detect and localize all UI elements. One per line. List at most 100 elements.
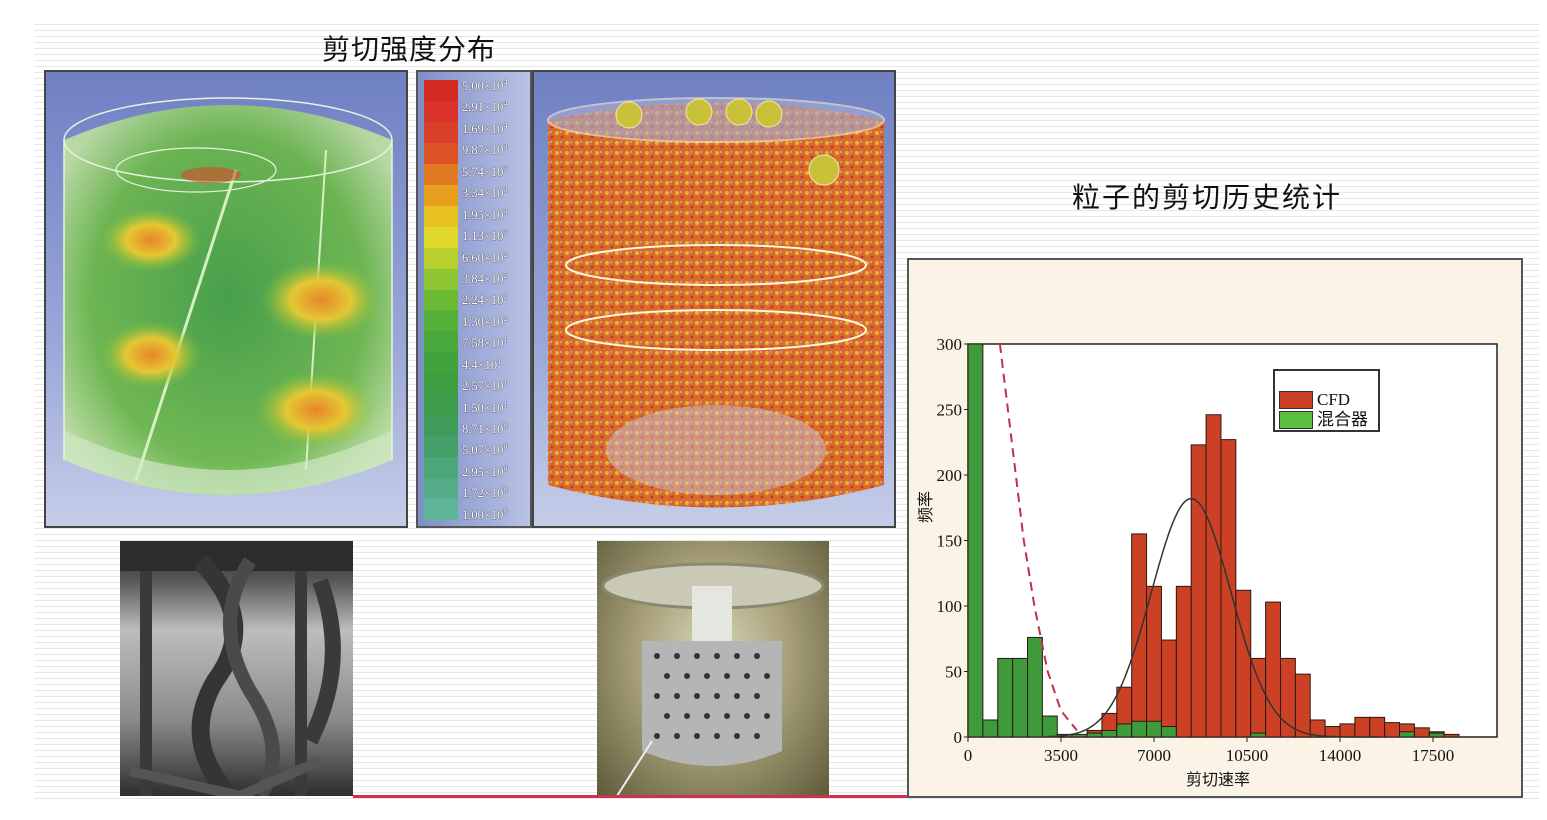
color-scale-label: 4.4×101: [462, 356, 502, 372]
color-scale-step: [424, 436, 458, 458]
color-scale-step: [424, 352, 458, 374]
svg-text:250: 250: [937, 401, 963, 420]
histogram-bar: [1443, 733, 1460, 738]
simulation-image-right: [532, 70, 896, 528]
histogram-bar: [1041, 715, 1058, 738]
svg-text:17500: 17500: [1412, 746, 1455, 765]
cylinder-render-right: [547, 97, 885, 508]
histogram-bar: [1175, 585, 1192, 738]
legend-label-mixer: 混合器: [1317, 410, 1368, 429]
color-scale-step: [424, 80, 458, 101]
svg-text:0: 0: [964, 746, 973, 765]
svg-text:0: 0: [954, 728, 963, 747]
histogram-bar: [1160, 639, 1177, 738]
color-scale-label: 2.91×104: [462, 99, 508, 115]
histogram-bar: [997, 657, 1014, 738]
histogram-bar: [1324, 726, 1341, 738]
color-scale-label: 3.34×103: [462, 185, 508, 201]
color-scale-label: 7.58×101: [462, 335, 508, 351]
color-scale-step: [424, 142, 458, 164]
histogram-bar: [1428, 732, 1445, 738]
histogram-bar: [1399, 731, 1415, 738]
simulation-image-left: [44, 70, 408, 528]
legend-swatch-mixer: [1279, 411, 1313, 429]
color-scale-step: [424, 289, 458, 311]
color-scale-label: 2.57×101: [462, 378, 508, 394]
svg-text:300: 300: [937, 335, 963, 354]
color-scale-step: [424, 247, 458, 269]
color-scale-label: 1.00×100: [462, 506, 508, 522]
color-scale-label: 1.95×103: [462, 206, 508, 222]
color-scale-step: [424, 184, 458, 206]
histogram-bar: [1250, 657, 1267, 738]
shear-distribution-title: 剪切强度分布: [322, 33, 497, 66]
svg-text:3500: 3500: [1044, 746, 1078, 765]
color-scale-bar: [424, 80, 458, 521]
svg-text:100: 100: [937, 597, 963, 616]
color-scale-label: 6.60×102: [462, 249, 508, 265]
histogram-bar: [1190, 444, 1207, 738]
color-scale-label: 5.74×103: [462, 163, 508, 179]
color-scale-label: 2.24×102: [462, 292, 508, 308]
shear-history-chart: 0 50 100 150 200 250 300 0 3500 7000 10500 14000 175…: [907, 258, 1523, 798]
histogram-bar: [1131, 720, 1148, 738]
svg-text:频率: 频率: [916, 491, 935, 523]
color-scale-step: [424, 415, 458, 437]
histogram-bar: [1146, 720, 1162, 738]
histogram-bar: [1146, 585, 1162, 738]
histogram-bar: [1369, 716, 1386, 738]
svg-text:7000: 7000: [1137, 746, 1171, 765]
histogram-bar: [1413, 727, 1430, 738]
color-scale-label: 5.07×100: [462, 442, 508, 458]
color-scale-label: 9.87×103: [462, 142, 508, 158]
histogram-bar: [1205, 414, 1222, 738]
legend-item-cfd: CFD: [1279, 391, 1350, 409]
color-scale-step: [424, 268, 458, 290]
color-scale-step: [424, 499, 458, 521]
svg-text:14000: 14000: [1319, 746, 1362, 765]
histogram-plot: 0 50 100 150 200 250 300 0 3500 7000 10500 14000 175…: [916, 335, 1498, 789]
color-scale-step: [424, 478, 458, 500]
accent-underline: [353, 795, 908, 798]
histogram-bar: [1265, 601, 1281, 738]
legend-label-cfd: CFD: [1317, 390, 1351, 409]
color-scale-label: 1.72×100: [462, 485, 508, 501]
color-scale-label: 5.00×104: [462, 78, 508, 94]
histogram-bar: [1384, 722, 1401, 738]
color-scale-label: 1.69×104: [462, 120, 508, 137]
chart-legend: CFD 混合器: [1273, 369, 1380, 432]
legend-swatch-cfd: [1279, 391, 1313, 409]
color-scale-step: [424, 331, 458, 353]
color-scale-step: [424, 163, 458, 185]
histogram-bar: [1116, 723, 1133, 738]
histogram-bar: [1354, 716, 1371, 738]
histogram-bar: [1101, 729, 1118, 738]
helical-ribbon-mixer-photo: [120, 541, 353, 796]
histogram-bar: [1027, 636, 1043, 738]
color-scale-step: [424, 394, 458, 416]
histogram-bar: [1086, 732, 1103, 738]
color-scale-label: 1.30×102: [462, 313, 508, 329]
color-scale-step: [424, 121, 458, 143]
shear-history-title: 粒子的剪切历史统计: [1072, 181, 1343, 214]
svg-text:150: 150: [937, 532, 963, 551]
histogram-bar: [1160, 726, 1177, 738]
histogram-bar: [1071, 733, 1088, 738]
perforated-rotor-stator-photo: [597, 541, 829, 796]
color-scale-label: 1.13×103: [462, 228, 508, 244]
svg-text:剪切速率: 剪切速率: [1186, 770, 1250, 789]
histogram-bar: [1235, 589, 1252, 738]
svg-text:50: 50: [945, 663, 962, 682]
histogram-bar: [1220, 439, 1237, 738]
color-scale-step: [424, 373, 458, 395]
color-scale-label: 2.95×100: [462, 463, 508, 480]
color-scale-step: [424, 100, 458, 122]
histogram-bar: [982, 719, 999, 738]
color-scale-labels: 5.00×104 2.91×104 1.69×104 9.87×103 5.74×103…: [462, 74, 530, 524]
color-scale-legend: 5.00×104 2.91×104 1.69×104 9.87×103 5.74×103…: [416, 70, 532, 528]
histogram-bar: [1294, 673, 1311, 738]
color-scale-step: [424, 205, 458, 227]
svg-text:200: 200: [937, 466, 963, 485]
histogram-bar: [1250, 732, 1267, 738]
svg-text:10500: 10500: [1226, 746, 1269, 765]
